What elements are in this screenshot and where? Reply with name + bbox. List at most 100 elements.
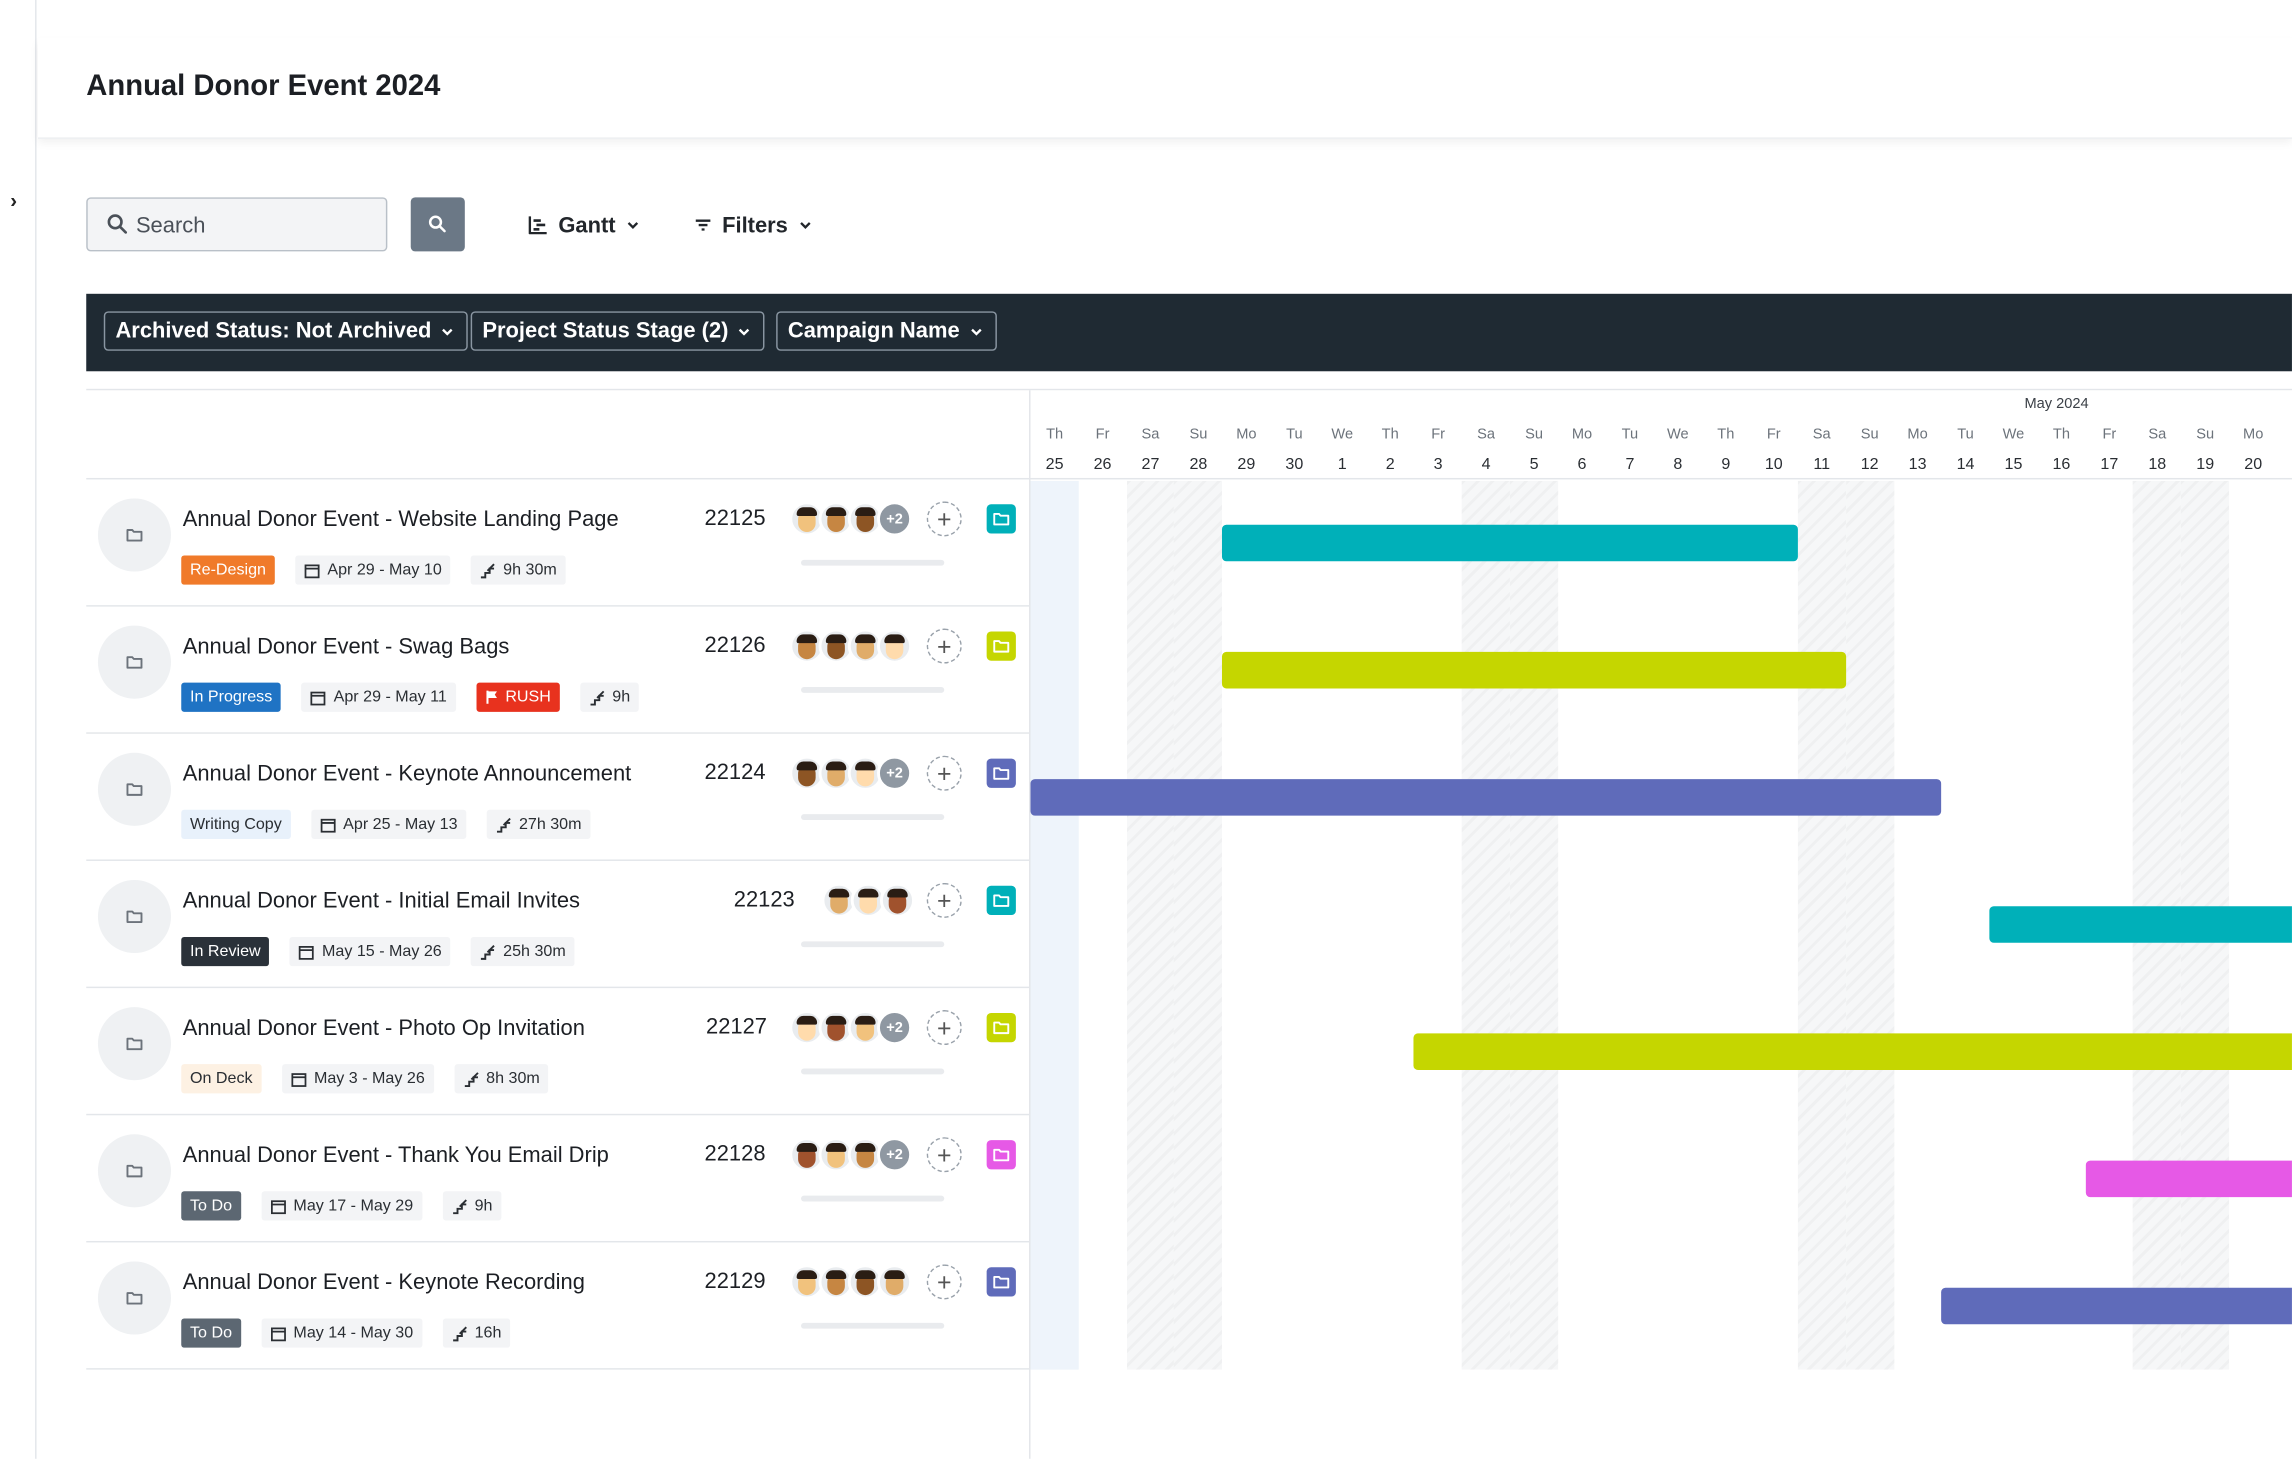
view-selector-button[interactable]: Gantt xyxy=(528,209,641,241)
more-assignees-badge[interactable]: +2 xyxy=(877,1010,913,1046)
gantt-bar[interactable] xyxy=(1222,524,1798,562)
progress-bar xyxy=(801,559,945,566)
avatar[interactable] xyxy=(850,882,886,918)
add-assignee-button[interactable]: + xyxy=(926,882,962,918)
project-name[interactable]: Annual Donor Event - Website Landing Pag… xyxy=(182,507,619,533)
project-color-folder-icon[interactable] xyxy=(986,758,1016,788)
project-row[interactable]: Annual Donor Event - Swag Bags 22126 In … xyxy=(86,607,1030,734)
progress-bar xyxy=(801,1322,945,1329)
project-name[interactable]: Annual Donor Event - Keynote Recording xyxy=(182,1270,585,1296)
add-assignee-button[interactable]: + xyxy=(926,1010,962,1046)
date-range-badge: Apr 29 - May 11 xyxy=(301,682,456,712)
project-folder-button[interactable] xyxy=(97,498,172,572)
project-name[interactable]: Annual Donor Event - Thank You Email Dri… xyxy=(182,1143,609,1168)
status-badge[interactable]: In Progress xyxy=(181,682,282,712)
status-badge[interactable]: On Deck xyxy=(181,1064,262,1094)
expand-sidebar-icon[interactable]: › xyxy=(10,188,18,212)
folder-icon xyxy=(993,1275,1010,1289)
gantt-day-number: 4 xyxy=(1481,456,1491,474)
project-folder-button[interactable] xyxy=(97,1134,172,1208)
avatar[interactable] xyxy=(877,1264,913,1300)
gantt-day-number: 1 xyxy=(1337,456,1347,474)
filter-chip-project-status-stage[interactable]: Project Status Stage (2) xyxy=(470,311,766,351)
filters-button[interactable]: Filters xyxy=(694,209,812,241)
gantt-bar[interactable] xyxy=(2085,1160,2292,1198)
project-color-folder-icon[interactable] xyxy=(986,1140,1016,1170)
add-assignee-button[interactable]: + xyxy=(926,1137,962,1173)
search-box xyxy=(86,197,388,252)
project-color-folder-icon[interactable] xyxy=(986,885,1016,916)
status-badge[interactable]: Re-Design xyxy=(181,555,275,585)
more-assignees-badge[interactable]: +2 xyxy=(877,755,913,791)
add-assignee-button[interactable]: + xyxy=(926,628,962,664)
avatar[interactable] xyxy=(789,1010,825,1046)
avatar[interactable] xyxy=(789,1264,825,1300)
more-assignees-badge[interactable]: +2 xyxy=(877,1137,913,1173)
status-badge[interactable]: In Review xyxy=(181,936,270,967)
project-folder-button[interactable] xyxy=(97,1007,172,1081)
project-name[interactable]: Annual Donor Event - Photo Op Invitation xyxy=(182,1015,585,1041)
project-row[interactable]: Annual Donor Event - Photo Op Invitation… xyxy=(86,988,1030,1116)
add-assignee-button[interactable]: + xyxy=(926,755,962,791)
project-row[interactable]: Annual Donor Event - Initial Email Invit… xyxy=(86,861,1030,989)
project-color-folder-icon[interactable] xyxy=(986,631,1016,661)
status-badge[interactable]: Writing Copy xyxy=(181,809,291,840)
gantt-day-number: 18 xyxy=(2148,456,2167,474)
gantt-bar[interactable] xyxy=(1414,1033,2292,1070)
chevron-down-icon xyxy=(800,222,811,229)
avatar[interactable] xyxy=(877,628,913,664)
gantt-day-of-week: Fr xyxy=(1095,426,1110,443)
project-color-folder-icon[interactable] xyxy=(986,504,1016,534)
add-assignee-button[interactable]: + xyxy=(926,1264,962,1300)
gantt-day-number: 27 xyxy=(1141,456,1160,474)
calendar-icon xyxy=(304,563,320,578)
date-range-badge: May 3 - May 26 xyxy=(281,1064,434,1094)
status-badge[interactable]: To Do xyxy=(181,1191,241,1221)
gantt-bar[interactable] xyxy=(1222,651,1846,689)
grid-top-divider xyxy=(86,388,2292,391)
avatar[interactable] xyxy=(847,1010,883,1046)
gantt-bar[interactable] xyxy=(1941,1287,2292,1325)
gantt-day-number: 26 xyxy=(1093,456,1112,474)
project-name[interactable]: Annual Donor Event - Initial Email Invit… xyxy=(182,888,580,914)
filter-chip-archived-status[interactable]: Archived Status: Not Archived xyxy=(103,311,468,351)
add-assignee-button[interactable]: + xyxy=(926,501,962,537)
search-button[interactable] xyxy=(410,197,465,252)
avatar[interactable] xyxy=(818,501,854,537)
project-name[interactable]: Annual Donor Event - Keynote Announcemen… xyxy=(182,761,632,787)
project-folder-button[interactable] xyxy=(97,752,172,826)
project-folder-button[interactable] xyxy=(97,879,172,954)
project-row[interactable]: Annual Donor Event - Keynote Announcemen… xyxy=(86,734,1030,861)
filter-chip-campaign-name[interactable]: Campaign Name xyxy=(776,311,997,351)
folder-icon xyxy=(993,894,1010,907)
search-input[interactable] xyxy=(135,207,370,243)
project-color-folder-icon[interactable] xyxy=(986,1267,1016,1297)
project-color-folder-icon[interactable] xyxy=(986,1012,1016,1043)
avatar[interactable] xyxy=(847,1264,883,1300)
gantt-day-of-week: Th xyxy=(2052,426,2070,443)
time-tracking-icon xyxy=(452,1198,467,1214)
page-header: Annual Donor Event 2024 xyxy=(38,38,2292,139)
progress-bar xyxy=(801,814,945,821)
gantt-bar[interactable] xyxy=(1989,906,2292,943)
gantt-day-of-week: Th xyxy=(1046,426,1064,443)
status-badge[interactable]: To Do xyxy=(181,1318,241,1348)
gantt-day-of-week: We xyxy=(2002,426,2025,443)
calendar-icon xyxy=(320,818,336,832)
time-tracking-icon xyxy=(452,1325,467,1341)
project-row[interactable]: Annual Donor Event - Website Landing Pag… xyxy=(86,479,1030,607)
project-folder-button[interactable] xyxy=(97,1261,172,1335)
gantt-day-of-week: Sa xyxy=(1477,426,1496,443)
project-row[interactable]: Annual Donor Event - Keynote Recording 2… xyxy=(86,1242,1030,1370)
gantt-bar[interactable] xyxy=(1030,779,1942,816)
project-folder-button[interactable] xyxy=(97,625,172,699)
avatar[interactable] xyxy=(879,882,916,918)
gantt-day-number: 12 xyxy=(1860,456,1879,474)
more-assignees-badge[interactable]: +2 xyxy=(877,501,913,537)
project-name[interactable]: Annual Donor Event - Swag Bags xyxy=(182,634,510,660)
time-tracking-icon xyxy=(481,944,496,960)
gantt-weekend-column xyxy=(1797,480,1846,1370)
gantt-day-number: 15 xyxy=(2004,456,2023,474)
project-row[interactable]: Annual Donor Event - Thank You Email Dri… xyxy=(86,1115,1030,1243)
calendar-icon xyxy=(299,945,315,960)
